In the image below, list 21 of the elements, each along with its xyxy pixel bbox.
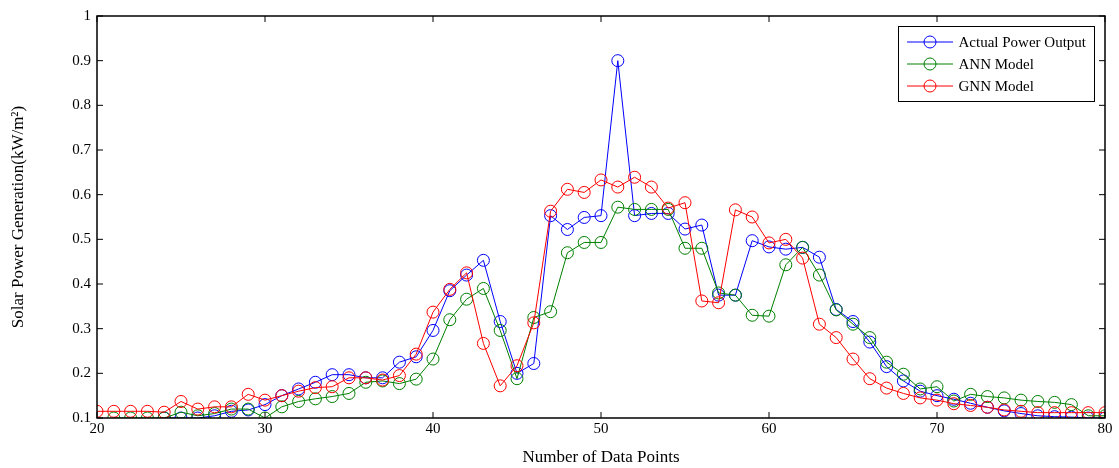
x-tick-label: 70 <box>929 419 945 436</box>
legend-label: GNN Model <box>958 77 1034 95</box>
legend-label: Actual Power Output <box>958 33 1086 51</box>
x-tick-label: 40 <box>425 419 441 436</box>
y-tick-label: 0.3 <box>72 319 91 336</box>
y-tick-label: 0.4 <box>72 274 92 291</box>
y-axis-title: Solar Power Generation(kW/m²) <box>7 105 27 329</box>
x-axis-title: Number of Data Points <box>522 447 680 467</box>
y-tick-label: 0.7 <box>72 140 92 157</box>
legend-label: ANN Model <box>958 55 1034 73</box>
x-tick-label: 50 <box>593 419 609 436</box>
y-tick-label: 0.5 <box>72 230 91 247</box>
y-tick-label: 0.1 <box>72 408 91 425</box>
x-tick-label: 60 <box>761 419 777 436</box>
y-tick-label: 0.6 <box>72 185 92 202</box>
y-tick-label: 0.2 <box>72 364 91 381</box>
y-tick-label: 0.9 <box>72 51 91 68</box>
y-tick-label: 0.8 <box>72 96 91 113</box>
x-tick-label: 80 <box>1097 419 1113 436</box>
x-tick-label: 30 <box>257 419 273 436</box>
y-tick-label: 1 <box>83 6 91 23</box>
